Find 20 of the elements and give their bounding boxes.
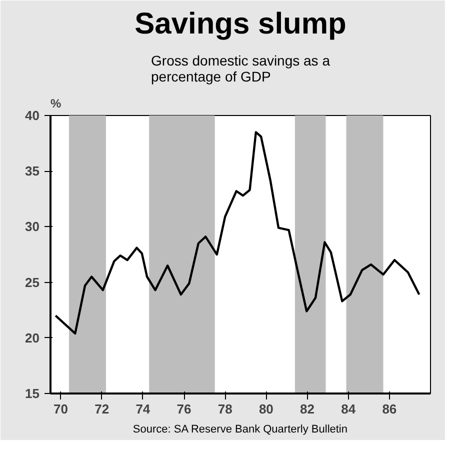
- x-tick-label: 74: [136, 402, 151, 416]
- source-note: Source: SA Reserve Bank Quarterly Bulletin: [132, 424, 348, 436]
- y-tick-label: 25: [25, 274, 40, 290]
- x-tick-label: 82: [300, 402, 314, 416]
- y-tick-label: 30: [25, 219, 40, 234]
- x-tick-label: 72: [94, 402, 110, 416]
- x-tick-label: 70: [54, 402, 68, 416]
- y-tick-label: 35: [25, 164, 40, 179]
- x-tick-label: 76: [176, 402, 192, 416]
- line-series: [54, 131, 420, 335]
- x-tick-label: 78: [218, 402, 232, 416]
- x-tick-label: 84: [341, 402, 356, 416]
- x-tick-label: 86: [382, 402, 397, 416]
- y-tick-label: 40: [25, 108, 40, 123]
- chart-subtitle: Gross domestic savings as a percentage of GDP: [151, 52, 330, 84]
- y-axis-title: %: [50, 96, 62, 110]
- chart-title: Savings slump: [134, 8, 346, 40]
- y-tick-label: 20: [25, 330, 40, 346]
- x-tick-label: 80: [258, 402, 274, 416]
- y-tick-label: 15: [25, 386, 40, 401]
